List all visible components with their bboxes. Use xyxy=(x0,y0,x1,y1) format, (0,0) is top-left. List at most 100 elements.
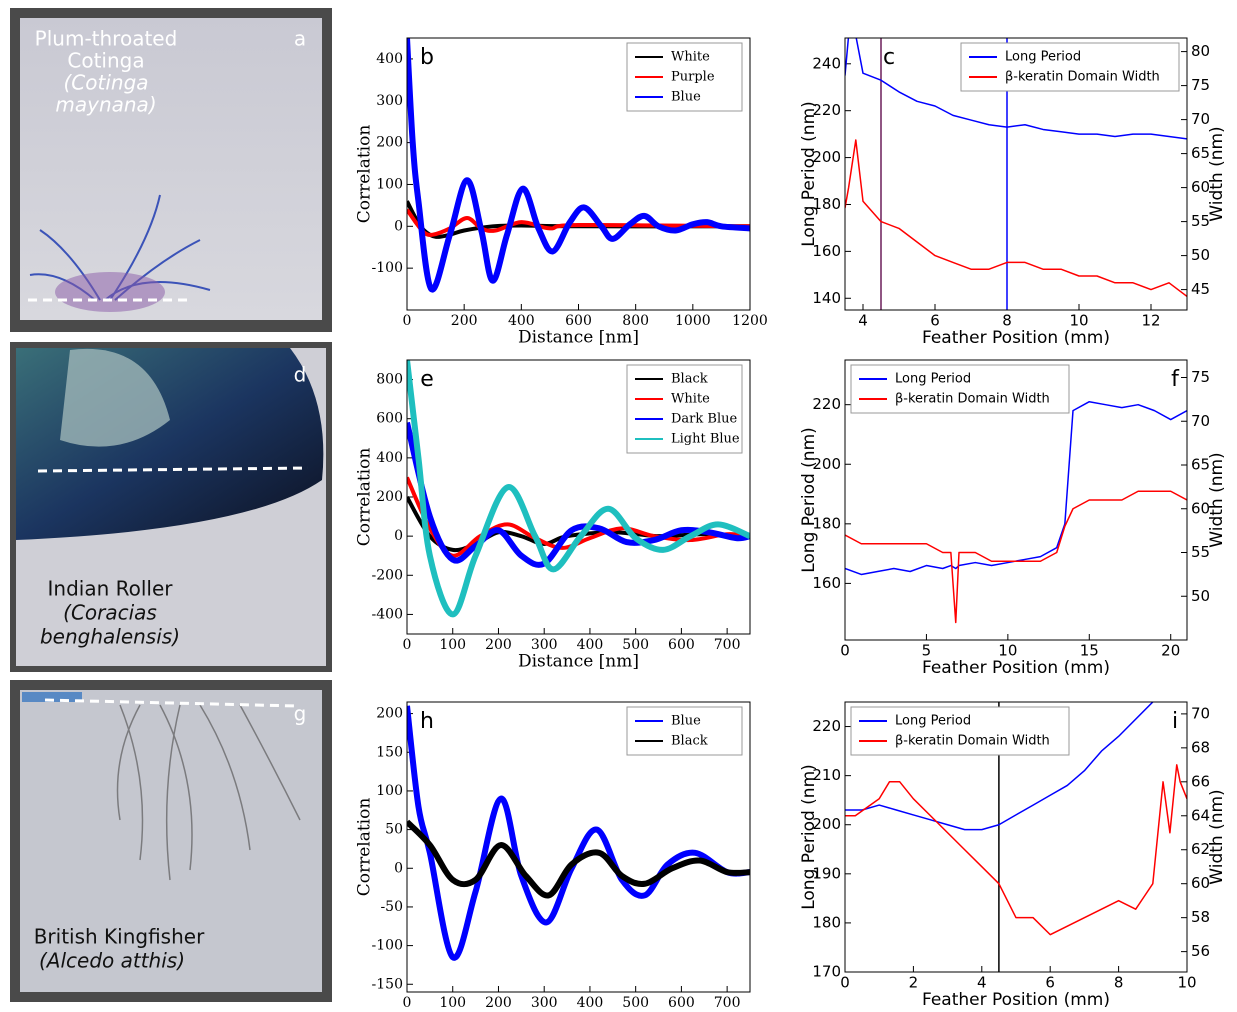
y-tick-label: 400 xyxy=(376,450,403,466)
series-line xyxy=(845,764,1187,936)
species-latin: (Coracias xyxy=(63,601,157,625)
y2-tick-label: 50 xyxy=(1191,246,1210,264)
x-tick-label: 100 xyxy=(439,995,466,1007)
x-tick-label: 4 xyxy=(977,974,987,992)
chart: 4 6 8 10 12 140 160 180 200 220 240 45 50 55 60 65 70 75 8… xyxy=(799,37,1227,348)
y-tick-label: 140 xyxy=(812,289,841,307)
y-tick-label: 0 xyxy=(394,528,403,544)
x-tick-label: 400 xyxy=(508,313,535,329)
x-tick-label: 10 xyxy=(1177,974,1196,992)
x-tick-label: 0 xyxy=(840,974,850,992)
y-axis-label: Correlation xyxy=(355,798,375,897)
x-tick-label: 15 xyxy=(1080,642,1099,660)
series-line xyxy=(407,360,750,618)
x-tick-label: 400 xyxy=(577,637,604,653)
y2-tick-label: 60 xyxy=(1191,874,1210,892)
legend-label: Long Period xyxy=(1005,50,1081,65)
x-tick-label: 4 xyxy=(858,312,868,330)
y-tick-label: 50 xyxy=(385,822,403,838)
y2-tick-label: 65 xyxy=(1191,144,1210,162)
feather-base xyxy=(55,272,165,312)
series-line xyxy=(845,490,1187,624)
species-latin: (Cotinga xyxy=(63,71,148,95)
legend-label: White xyxy=(671,392,710,407)
species-name: Indian Roller xyxy=(48,577,174,601)
y-tick-label: 800 xyxy=(376,372,403,388)
y-tick-label: 180 xyxy=(812,913,841,931)
legend-label: β-keratin Domain Width xyxy=(1005,70,1160,85)
y-tick-label: 0 xyxy=(394,860,403,876)
y2-tick-label: 70 xyxy=(1191,110,1210,128)
legend-label: Black xyxy=(671,734,708,749)
y-tick-label: 220 xyxy=(812,101,841,119)
legend-label: Blue xyxy=(671,90,701,105)
y2-tick-label: 55 xyxy=(1191,543,1210,561)
photo-background xyxy=(20,18,322,320)
legend-box xyxy=(960,42,1180,92)
panel-label: f xyxy=(1171,367,1180,392)
species-name: British Kingfisher xyxy=(34,925,205,949)
series-line xyxy=(407,819,750,899)
x-tick-label: 6 xyxy=(930,312,940,330)
y-tick-label: 200 xyxy=(376,135,403,151)
plot-frame xyxy=(406,37,751,311)
x-tick-label: 10 xyxy=(1069,312,1088,330)
y-tick-label: 180 xyxy=(812,195,841,213)
x-tick-label: 500 xyxy=(622,637,649,653)
y-tick-label: 160 xyxy=(812,242,841,260)
legend-label: Blue xyxy=(671,714,701,729)
x-tick-label: 800 xyxy=(622,313,649,329)
y2-tick-label: 70 xyxy=(1191,704,1210,722)
x-tick-label: 700 xyxy=(714,995,741,1007)
legend-label: β-keratin Domain Width xyxy=(895,734,1050,749)
x-tick-label: 100 xyxy=(439,637,466,653)
series-line xyxy=(407,38,750,293)
y-tick-label: 200 xyxy=(812,815,841,833)
chart: 0 2 4 6 8 10170180190200210220565860626466687… xyxy=(799,701,1227,1010)
y2-tick-label: 64 xyxy=(1191,806,1210,824)
y2-tick-label: 65 xyxy=(1191,456,1210,474)
x-tick-label: 200 xyxy=(451,313,478,329)
x-tick-label: 8 xyxy=(1114,974,1124,992)
feather xyxy=(116,704,301,881)
y-tick-label: 160 xyxy=(812,574,841,592)
x-axis-label: Feather Position (mm) xyxy=(922,328,1110,348)
y-tick-label: 170 xyxy=(812,963,841,981)
plot-frame xyxy=(406,701,751,993)
x-tick-label: 300 xyxy=(531,637,558,653)
panel-label: b xyxy=(420,45,434,70)
x-tick-label: 300 xyxy=(531,995,558,1007)
scan-line xyxy=(44,698,299,708)
series-line xyxy=(845,38,1187,140)
panel-label: a xyxy=(294,27,306,51)
y2-tick-label: 60 xyxy=(1191,499,1210,517)
y-tick-label: 0 xyxy=(394,218,403,234)
series-line xyxy=(407,476,750,558)
y-tick-label: 600 xyxy=(376,411,403,427)
y2-tick-label: 80 xyxy=(1191,42,1210,60)
y-tick-label: 150 xyxy=(376,744,403,760)
y-tick-label: -100 xyxy=(372,260,403,276)
x-tick-label: 0 xyxy=(403,313,412,329)
x-tick-label: 5 xyxy=(922,642,932,660)
x-tick-label: 1000 xyxy=(675,313,711,329)
legend-label: β-keratin Domain Width xyxy=(895,392,1050,407)
x-tick-label: 200 xyxy=(485,637,512,653)
y-tick-label: 200 xyxy=(812,455,841,473)
y-tick-label: 220 xyxy=(812,395,841,413)
species-latin: maynana) xyxy=(55,93,156,117)
y-tick-label: -150 xyxy=(372,976,403,992)
x-tick-label: 400 xyxy=(577,995,604,1007)
x-tick-label: 0 xyxy=(403,637,412,653)
x-tick-label: 600 xyxy=(668,995,695,1007)
panel-label: e xyxy=(420,367,434,392)
x-axis-label: Feather Position (mm) xyxy=(922,990,1110,1007)
chart: 0 5 10 15 20 160 180 200 220 50 55 60 65 70 75 Feather … xyxy=(799,359,1227,678)
y-axis-label: Correlation xyxy=(355,448,375,547)
y2-tick-label: 50 xyxy=(1191,587,1210,605)
legend-box xyxy=(850,364,1070,414)
y2-tick-label: 62 xyxy=(1191,840,1210,858)
y2-axis-label: Width (nm) xyxy=(1207,126,1227,221)
legend-label: Dark Blue xyxy=(671,412,737,427)
x-axis-label: Feather Position (mm) xyxy=(922,658,1110,678)
